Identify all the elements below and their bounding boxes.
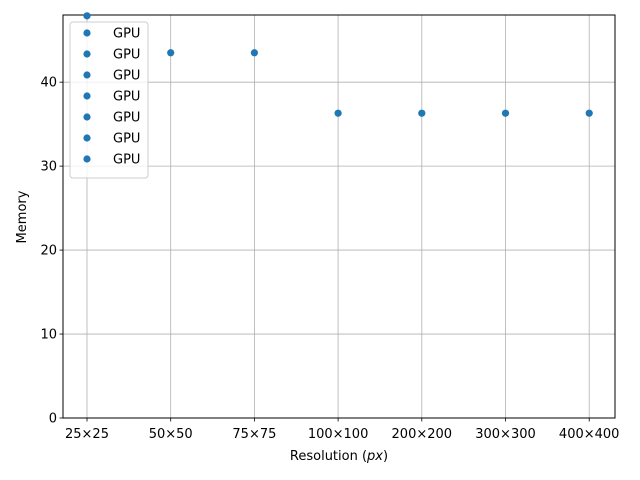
y-tick-label: 30 [40,160,57,175]
y-axis-label: Memory [15,190,30,243]
x-axis-label: Resolution (px) [290,449,388,464]
data-point [418,109,426,117]
y-tick-label: 40 [40,76,57,91]
legend-label: GPU [113,132,140,147]
x-tick-label: 100×100 [308,427,369,442]
y-tick-label: 20 [40,244,57,259]
data-point [83,12,91,20]
x-tick-label: 300×300 [475,427,536,442]
legend-label: GPU [113,48,140,63]
legend-marker [83,71,91,79]
x-tick-label: 75×75 [232,427,276,442]
legend-label: GPU [113,27,140,42]
x-axis-label-end: ) [383,449,388,464]
data-point [334,109,342,117]
y-tick-label: 0 [49,412,57,427]
data-point [167,49,175,57]
data-point [501,109,510,117]
x-tick-label: 50×50 [149,427,193,442]
data-points [83,12,593,117]
legend-label: GPU [113,69,140,84]
legend-marker [83,134,91,142]
x-axis-label-main: Resolution ( [290,449,367,464]
legend-label: GPU [113,90,140,105]
legend-marker [83,113,91,121]
plot-area-frame [62,14,616,419]
legend-marker [83,92,91,100]
data-point [250,49,258,57]
legend-marker [83,155,91,163]
legend-label: GPU [113,153,140,168]
y-axis-ticks: 0 10 20 30 40 [40,76,63,427]
x-tick-label: 25×25 [65,427,109,442]
x-tick-label: 200×200 [392,427,453,442]
x-tick-label: 400×400 [559,427,620,442]
y-tick-label: 10 [40,328,57,343]
x-axis-ticks: 25×25 50×50 75×75 100×100 200×200 300×300 400×… [65,418,619,442]
data-point [585,109,593,117]
legend-marker [83,29,91,37]
legend-label: GPU [113,111,140,126]
x-axis-label-math: px [366,449,383,464]
legend-marker [83,50,91,58]
legend: GPU GPU GPU GPU GPU GPU GPU [69,21,149,179]
